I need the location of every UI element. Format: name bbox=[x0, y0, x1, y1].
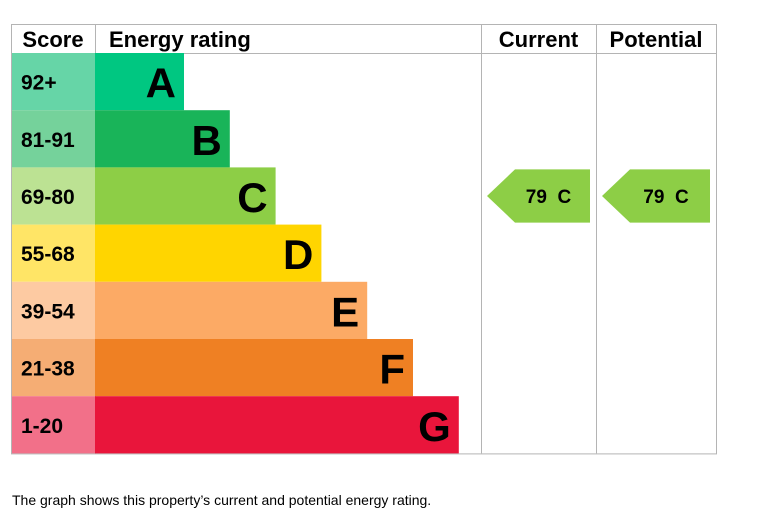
score-cell-e bbox=[12, 281, 95, 339]
band-letter-f: F bbox=[379, 346, 405, 393]
band-bar-c bbox=[95, 167, 276, 225]
band-bar-d bbox=[95, 224, 322, 282]
current-rating-arrow bbox=[487, 169, 590, 223]
chart-headers: Score Energy rating Current Potential bbox=[22, 27, 702, 52]
score-cell-c bbox=[12, 167, 95, 225]
current-rating-label: 79 C bbox=[526, 187, 572, 208]
score-label-d: 55-68 bbox=[21, 243, 75, 266]
potential-rating-arrow bbox=[602, 169, 710, 223]
band-letter-a: A bbox=[146, 60, 176, 107]
score-label-g: 1-20 bbox=[21, 415, 63, 438]
band-bar-b bbox=[95, 110, 230, 168]
rating-arrows: 79 C 79 C bbox=[487, 169, 710, 223]
score-label-f: 21-38 bbox=[21, 358, 75, 381]
band-bar-a bbox=[95, 53, 184, 111]
score-cell-g bbox=[12, 396, 95, 454]
header-current: Current bbox=[499, 27, 579, 52]
chart-caption: The graph shows this property’s current … bbox=[12, 492, 432, 508]
band-letter-g: G bbox=[418, 403, 451, 450]
band-bar-f bbox=[95, 339, 413, 397]
score-label-b: 81-91 bbox=[21, 129, 75, 152]
score-label-e: 39-54 bbox=[21, 300, 75, 323]
score-cell-f bbox=[12, 339, 95, 397]
band-letter-e: E bbox=[331, 288, 359, 335]
score-cell-a bbox=[12, 53, 95, 111]
rating-bands: 92+ A 81-91 B 69-80 C 55-68 D 39-54 E 21-38 F 1-20 G bbox=[12, 53, 459, 454]
band-letter-d: D bbox=[283, 231, 313, 278]
score-cell-d bbox=[12, 224, 95, 282]
band-bar-g bbox=[95, 396, 459, 454]
band-bar-e bbox=[95, 281, 368, 339]
chart-border bbox=[11, 24, 717, 455]
header-energy-rating: Energy rating bbox=[109, 27, 251, 52]
score-label-c: 69-80 bbox=[21, 186, 75, 209]
score-label-a: 92+ bbox=[21, 72, 57, 95]
header-potential: Potential bbox=[610, 27, 703, 52]
header-score: Score bbox=[22, 27, 83, 52]
band-letter-b: B bbox=[191, 117, 221, 164]
score-cell-b bbox=[12, 110, 95, 168]
potential-rating-label: 79 C bbox=[643, 187, 689, 208]
band-letter-c: C bbox=[237, 174, 267, 221]
